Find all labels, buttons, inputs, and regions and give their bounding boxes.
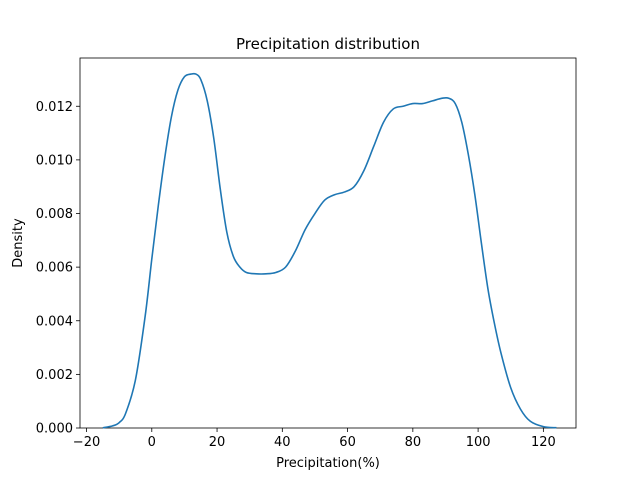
- x-tick-label: −20: [73, 435, 100, 450]
- y-axis: 0.000 0.002 0.004 0.006 0.008 0.010 0.012: [36, 100, 80, 437]
- x-axis: −20 0 20 40 60 80 100 120: [73, 428, 556, 450]
- x-tick-label: 40: [274, 435, 291, 450]
- y-tick-label: 0.008: [36, 207, 73, 222]
- density-line: [102, 72, 557, 429]
- x-tick-label: 20: [209, 435, 226, 450]
- x-tick-label: 60: [339, 435, 356, 450]
- y-tick-label: 0.010: [36, 153, 73, 168]
- chart-title: Precipitation distribution: [236, 35, 420, 53]
- x-tick-label: 80: [405, 435, 422, 450]
- y-tick-label: 0.012: [36, 100, 73, 115]
- y-tick-label: 0.006: [36, 261, 73, 276]
- x-tick-label: 0: [148, 435, 156, 450]
- y-tick-label: 0.004: [36, 314, 73, 329]
- y-axis-label: Density: [11, 218, 26, 268]
- y-tick-label: 0.000: [36, 422, 73, 437]
- x-tick-label: 100: [466, 435, 491, 450]
- x-axis-label: Precipitation(%): [276, 456, 380, 471]
- x-tick-label: 120: [531, 435, 556, 450]
- y-tick-label: 0.002: [36, 368, 73, 383]
- series-group: [102, 72, 557, 429]
- plot-area: [79, 57, 577, 429]
